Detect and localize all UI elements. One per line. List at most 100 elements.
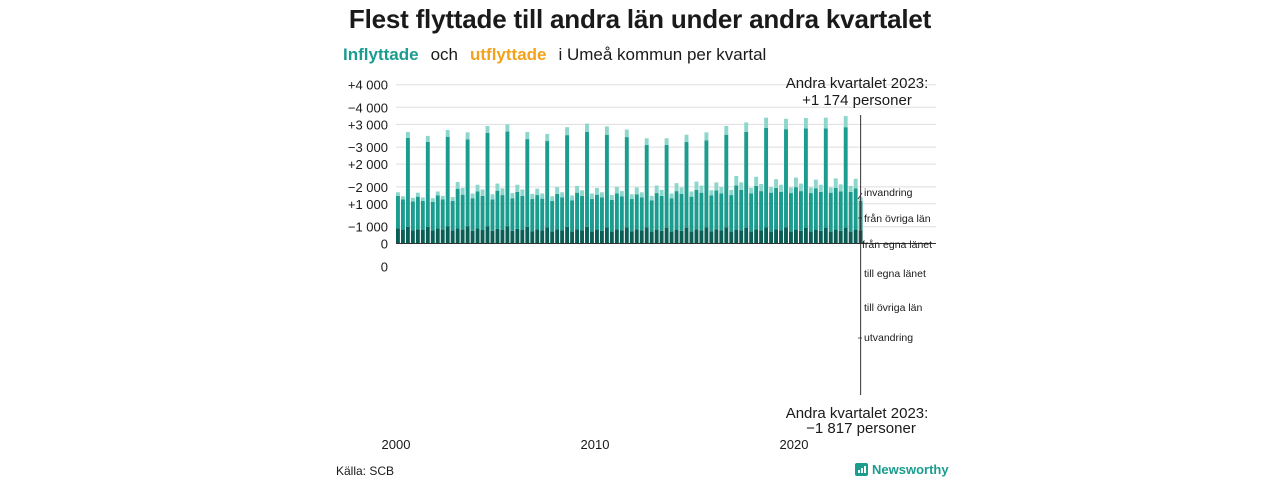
bar-in-segment	[734, 185, 739, 230]
bar-in-segment	[769, 187, 774, 193]
source-note: Källa: SCB	[336, 464, 395, 478]
bar-in-segment	[405, 137, 410, 227]
bar-in-segment	[818, 230, 823, 244]
bar-in-segment	[739, 230, 744, 244]
bar-in-segment	[425, 135, 430, 142]
bar-in-segment	[729, 189, 734, 196]
bar-in-segment	[505, 131, 510, 227]
bar-in-segment	[405, 131, 410, 138]
bar-in-segment	[525, 139, 530, 227]
bar-in-segment	[530, 199, 535, 232]
bar-in-segment	[450, 197, 455, 202]
bar-in-segment	[669, 198, 674, 232]
x-tick: 2000	[382, 437, 411, 452]
bar-in-segment	[445, 136, 450, 227]
bar-in-segment	[485, 132, 490, 227]
bar-in-segment	[435, 195, 440, 229]
annotation-top-value: +1 174 personer	[802, 92, 912, 109]
series-label-out: till övriga län	[864, 302, 923, 314]
bar-in-segment	[445, 226, 450, 244]
bar-in-segment	[833, 187, 838, 230]
bar-in-segment	[699, 185, 704, 193]
bar-in-segment	[555, 187, 560, 194]
bar-in-segment	[555, 193, 560, 230]
bar-in-segment	[784, 118, 788, 130]
bar-in-segment	[599, 192, 604, 198]
bar-in-segment	[749, 231, 754, 244]
y-tick-bottom: −2 000	[348, 180, 388, 195]
bar-in-segment	[520, 189, 525, 196]
bar-in-segment	[585, 123, 589, 132]
bar-in-segment	[709, 190, 714, 196]
bar-in-segment	[570, 200, 575, 232]
bar-in-segment	[430, 198, 435, 202]
bar-in-segment	[540, 193, 545, 199]
bar-in-segment	[614, 186, 619, 194]
bar-in-segment	[659, 230, 664, 244]
leader-invandring	[857, 192, 863, 200]
bar-in-segment	[400, 229, 405, 244]
y-tick-bottom: 0	[381, 260, 388, 275]
subtitle-rest: i Umeå kommun per kvartal	[558, 45, 767, 64]
bar-in-segment	[510, 198, 515, 231]
bar-in-segment	[490, 199, 495, 231]
bar-in-segment	[530, 231, 535, 244]
bar-in-segment	[699, 230, 704, 244]
bar-in-segment	[609, 231, 614, 244]
bar-in-segment	[470, 198, 475, 231]
bar-in-segment	[719, 187, 724, 194]
bar-in-segment	[664, 227, 669, 244]
bar-in-segment	[739, 189, 744, 231]
bar-in-segment	[714, 182, 719, 191]
bar-in-segment	[789, 231, 793, 244]
bar-in-segment	[575, 229, 579, 244]
bar-in-segment	[609, 199, 614, 232]
y-tick-top: +3 000	[348, 117, 388, 132]
bar-in-segment	[505, 226, 510, 244]
bar-in-segment	[808, 193, 813, 232]
bar-in-segment	[580, 190, 584, 196]
bar-in-segment	[560, 230, 565, 244]
bar-in-segment	[649, 195, 654, 201]
bar-in-segment	[828, 187, 833, 193]
bar-in-segment	[719, 193, 724, 231]
bar-in-segment	[828, 231, 833, 244]
bar-in-segment	[420, 201, 425, 230]
bar-in-segment	[729, 195, 734, 232]
bar-in-segment	[823, 128, 828, 228]
bar-in-segment	[415, 192, 420, 197]
bar-in-segment	[644, 145, 649, 228]
bar-in-segment	[744, 227, 749, 244]
bar-in-segment	[475, 228, 480, 244]
bar-in-segment	[774, 179, 778, 188]
bar-in-segment	[570, 195, 575, 201]
bar-in-segment	[590, 193, 594, 200]
bar-in-segment	[396, 195, 400, 229]
bar-in-segment	[843, 116, 848, 128]
bar-in-segment	[619, 230, 624, 244]
bar-in-segment	[634, 187, 639, 195]
bar-in-segment	[455, 228, 460, 244]
bar-in-segment	[853, 229, 858, 244]
bar-in-segment	[749, 193, 754, 232]
bar-in-segment	[769, 231, 774, 244]
bar-in-segment	[754, 185, 759, 230]
bar-in-segment	[530, 193, 535, 200]
bar-in-segment	[754, 176, 759, 186]
bar-in-segment	[455, 188, 460, 229]
bar-in-segment	[515, 184, 520, 192]
bar-in-segment	[659, 195, 664, 231]
bar-in-segment	[664, 138, 669, 146]
bar-in-segment	[639, 230, 644, 244]
bar-in-segment	[729, 231, 734, 244]
bar-in-segment	[609, 195, 614, 200]
bar-in-segment	[485, 125, 490, 133]
bar-in-segment	[460, 229, 465, 244]
bar-in-segment	[649, 200, 654, 232]
bar-in-segment	[714, 229, 719, 244]
bar-in-segment	[495, 190, 500, 229]
bar-in-segment	[694, 181, 699, 190]
bar-in-segment	[803, 128, 808, 228]
bar-in-segment	[545, 227, 550, 244]
